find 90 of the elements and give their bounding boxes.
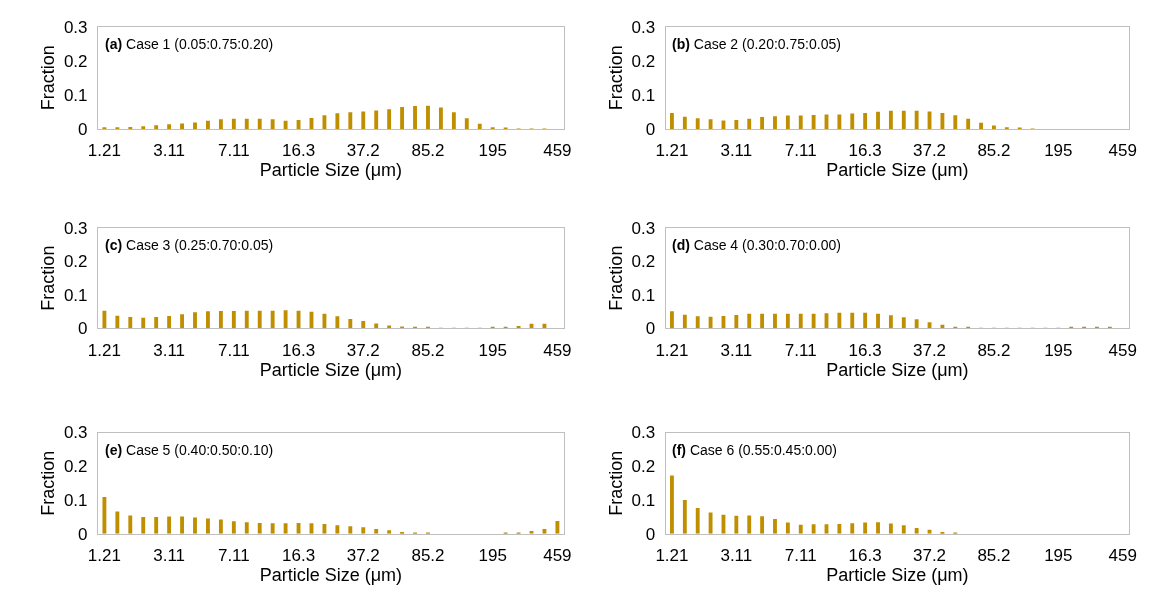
y-tick-label: 0.3 bbox=[631, 17, 656, 37]
x-tick-label: 3.11 bbox=[153, 141, 186, 161]
text: (e) Case 5 (0.40:0.50:0.10) bbox=[105, 442, 274, 458]
y-tick-label: 0 bbox=[645, 119, 656, 139]
x-tick-label: 195 bbox=[1044, 340, 1073, 360]
x-tick-label: 7.11 bbox=[784, 340, 817, 360]
x-tick-label: 459 bbox=[1108, 141, 1137, 161]
x-tick-label: 7.11 bbox=[217, 546, 250, 566]
x-tick-label: 1.21 bbox=[87, 340, 121, 360]
y-axis-title: Fraction bbox=[605, 245, 626, 311]
x-tick-label: 3.11 bbox=[153, 340, 186, 360]
x-tick-label: 195 bbox=[478, 546, 507, 566]
y-tick-label: 0.2 bbox=[63, 51, 88, 71]
x-tick-label: 7.11 bbox=[784, 546, 817, 566]
x-tick-label: 459 bbox=[1108, 340, 1137, 360]
x-tick-label: 7.11 bbox=[217, 141, 250, 161]
x-tick-label: 16.3 bbox=[848, 340, 882, 360]
y-axis-title: Fraction bbox=[605, 450, 626, 516]
x-tick-label: 3.11 bbox=[720, 340, 753, 360]
x-tick-label: 1.21 bbox=[87, 141, 121, 161]
y-tick-label: 0.1 bbox=[63, 285, 88, 305]
y-axis-title: Fraction bbox=[38, 45, 59, 111]
text: (a) Case 1 (0.05:0.75:0.20) bbox=[105, 36, 274, 52]
x-tick-label: 37.2 bbox=[912, 340, 947, 360]
y-tick-label: 0.1 bbox=[631, 285, 656, 305]
y-tick-label: 0 bbox=[645, 319, 656, 339]
x-axis-title: Particle Size (μm) bbox=[259, 160, 403, 181]
y-tick-label: 0.1 bbox=[63, 490, 88, 510]
x-tick-label: 16.3 bbox=[848, 546, 882, 566]
x-tick-label: 85.2 bbox=[411, 340, 445, 360]
x-tick-label: 85.2 bbox=[411, 141, 445, 161]
x-tick-label: 37.2 bbox=[346, 546, 380, 566]
x-tick-label: 7.11 bbox=[217, 340, 250, 360]
x-tick-label: 85.2 bbox=[411, 546, 445, 566]
y-tick-label: 0 bbox=[645, 524, 656, 544]
x-tick-label: 85.2 bbox=[977, 546, 1011, 566]
y-tick-label: 0.3 bbox=[63, 218, 88, 238]
x-axis-title: Particle Size (μm) bbox=[259, 359, 403, 380]
y-tick-label: 0 bbox=[78, 119, 88, 139]
x-tick-label: 85.2 bbox=[977, 141, 1011, 161]
y-tick-label: 0.2 bbox=[63, 252, 88, 272]
y-tick-label: 0.1 bbox=[63, 85, 88, 105]
x-tick-label: 37.2 bbox=[912, 546, 947, 566]
x-tick-label: 459 bbox=[543, 340, 572, 360]
y-tick-label: 0.3 bbox=[63, 423, 88, 443]
x-tick-label: 7.11 bbox=[784, 141, 817, 161]
x-axis-title: Particle Size (μm) bbox=[826, 359, 969, 380]
y-tick-label: 0.1 bbox=[631, 85, 656, 105]
y-tick-label: 0 bbox=[78, 319, 88, 339]
y-tick-label: 0.2 bbox=[631, 51, 656, 71]
y-tick-label: 0.3 bbox=[63, 17, 88, 37]
y-tick-label: 0.1 bbox=[631, 490, 656, 510]
y-tick-label: 0.2 bbox=[631, 252, 656, 272]
x-axis-title: Particle Size (μm) bbox=[259, 565, 403, 586]
x-tick-label: 85.2 bbox=[977, 340, 1011, 360]
x-tick-label: 16.3 bbox=[282, 141, 316, 161]
text: (d) Case 4 (0.30:0.70:0.00) bbox=[672, 237, 841, 253]
text: (c) Case 3 (0.25:0.70:0.05) bbox=[105, 237, 274, 253]
y-axis-title: Fraction bbox=[38, 245, 59, 311]
x-tick-label: 459 bbox=[543, 546, 572, 566]
x-tick-label: 16.3 bbox=[848, 141, 882, 161]
x-tick-label: 195 bbox=[1044, 141, 1073, 161]
text: (f) Case 6 (0.55:0.45:0.00) bbox=[672, 442, 837, 458]
x-tick-label: 1.21 bbox=[655, 546, 689, 566]
y-tick-label: 0.3 bbox=[631, 423, 656, 443]
x-tick-label: 3.11 bbox=[720, 546, 753, 566]
y-tick-label: 0.2 bbox=[631, 457, 656, 477]
y-tick-label: 0 bbox=[78, 524, 88, 544]
x-tick-label: 1.21 bbox=[87, 546, 121, 566]
x-tick-label: 16.3 bbox=[282, 546, 316, 566]
x-tick-label: 1.21 bbox=[655, 141, 689, 161]
x-tick-label: 459 bbox=[543, 141, 572, 161]
x-tick-label: 195 bbox=[1044, 546, 1073, 566]
x-tick-label: 3.11 bbox=[720, 141, 753, 161]
x-tick-label: 37.2 bbox=[346, 141, 380, 161]
y-tick-label: 0.2 bbox=[63, 457, 88, 477]
x-tick-label: 459 bbox=[1108, 546, 1137, 566]
y-tick-label: 0.3 bbox=[631, 218, 656, 238]
text: (b) Case 2 (0.20:0.75:0.05) bbox=[672, 36, 841, 52]
x-tick-label: 16.3 bbox=[282, 340, 316, 360]
y-axis-title: Fraction bbox=[38, 450, 59, 516]
y-axis-title: Fraction bbox=[605, 45, 626, 111]
x-tick-label: 195 bbox=[478, 340, 507, 360]
x-tick-label: 3.11 bbox=[153, 546, 186, 566]
x-tick-label: 1.21 bbox=[655, 340, 689, 360]
x-tick-label: 195 bbox=[478, 141, 507, 161]
x-tick-label: 37.2 bbox=[346, 340, 380, 360]
x-axis-title: Particle Size (μm) bbox=[826, 565, 969, 586]
x-tick-label: 37.2 bbox=[912, 141, 947, 161]
x-axis-title: Particle Size (μm) bbox=[826, 160, 969, 181]
